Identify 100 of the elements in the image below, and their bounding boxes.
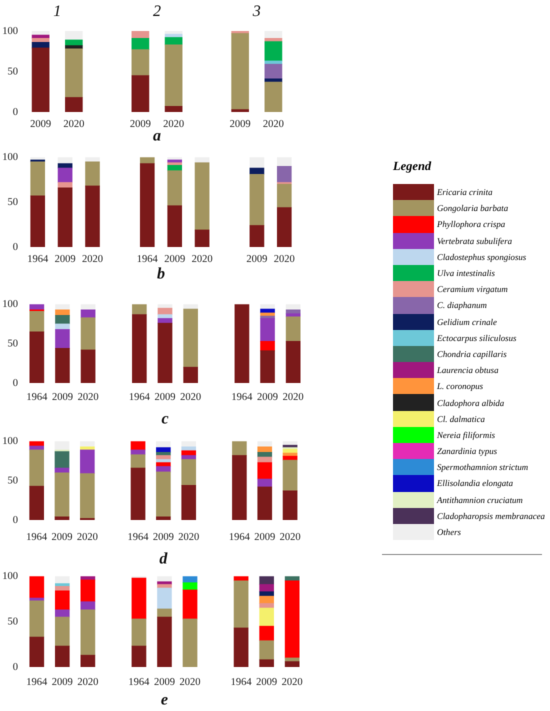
bar — [158, 318, 172, 324]
y-tick-label: 0 — [12, 378, 18, 389]
bar — [183, 308, 198, 368]
legend-label: Cl. dalmatica — [437, 414, 485, 424]
bar — [181, 485, 196, 520]
x-tick-label: 2009 — [154, 392, 176, 404]
y-tick-label: 100 — [2, 26, 18, 37]
x-tick-label: 2020 — [280, 532, 301, 544]
bar — [80, 317, 96, 350]
bar — [80, 450, 95, 474]
legend-label: Vertebrata subulifera — [437, 236, 512, 246]
bar — [85, 186, 100, 247]
bar — [54, 516, 70, 520]
y-tick-label: 50 — [8, 616, 18, 628]
y-tick-label: 50 — [8, 196, 18, 208]
bar — [276, 166, 292, 183]
bar — [32, 48, 50, 112]
bar — [130, 450, 146, 456]
legend-label: Phyllophora crispa — [437, 219, 506, 230]
bar — [167, 170, 182, 206]
x-tick-label: 1964 — [231, 392, 254, 404]
bar — [156, 516, 171, 520]
x-tick-label: 2020 — [180, 677, 201, 688]
y-tick-label: 50 — [8, 475, 18, 486]
bar — [130, 454, 146, 468]
x-tick-label: 1964 — [128, 677, 150, 688]
bar — [231, 33, 249, 110]
bar — [276, 184, 292, 208]
y-tick-label: 100 — [2, 436, 18, 448]
x-tick-label: 2020 — [82, 254, 103, 266]
x-tick-label: 1964 — [228, 532, 251, 544]
bar — [182, 576, 198, 583]
bar — [140, 163, 155, 247]
x-tick-label: 2020 — [63, 119, 84, 130]
bar — [264, 64, 282, 80]
bar — [80, 654, 96, 667]
y-tick-label: 0 — [12, 662, 18, 673]
bar — [164, 106, 182, 112]
x-axis-title: e — [160, 692, 168, 709]
bar — [54, 451, 70, 468]
bar — [54, 441, 70, 450]
bar — [80, 350, 96, 383]
bar — [257, 478, 272, 488]
x-axis-title: a — [153, 128, 161, 145]
bar — [55, 309, 70, 316]
x-tick-label: 2009 — [154, 677, 175, 688]
legend-label: Cladophora albida — [437, 398, 504, 408]
x-tick-label: 1964 — [26, 677, 48, 688]
x-tick-label: 1964 — [26, 392, 48, 404]
bar — [232, 455, 247, 520]
y-tick-label: 100 — [2, 152, 18, 164]
bar — [257, 462, 272, 480]
bar — [80, 601, 96, 610]
bar — [132, 38, 150, 50]
bar — [80, 610, 96, 656]
x-tick-label: 2020 — [282, 677, 303, 688]
bar — [30, 196, 46, 247]
bar — [264, 31, 282, 39]
legend-label: L. coronopus — [437, 381, 484, 392]
x-tick-label: 2020 — [282, 392, 304, 404]
bar — [58, 182, 72, 188]
x-tick-label: 1964 — [128, 392, 151, 404]
bar — [182, 618, 198, 667]
y-tick-label: 0 — [12, 106, 18, 118]
x-tick-label: 1964 — [230, 677, 252, 688]
bar — [132, 31, 150, 39]
bar — [234, 628, 248, 667]
legend-label: Ulva intestinalis — [437, 268, 495, 278]
legend-label: Chondria capillaris — [437, 348, 507, 359]
bar — [132, 314, 147, 383]
bar — [259, 608, 274, 627]
bar — [158, 322, 172, 383]
bar — [250, 225, 264, 247]
bar — [54, 472, 70, 518]
legend-label: Gelidium crinale — [437, 316, 497, 327]
legend-title: Legend — [393, 158, 432, 175]
x-tick-label: 2020 — [274, 254, 295, 266]
bar — [157, 616, 172, 667]
bar — [55, 329, 70, 349]
legend-label: Spermothamnion strictum — [437, 462, 528, 472]
bar — [132, 49, 150, 76]
bar — [156, 472, 171, 518]
bar — [183, 366, 198, 383]
legend-label: Others — [437, 527, 461, 538]
bar — [54, 468, 70, 474]
bar — [264, 82, 282, 112]
bar — [194, 230, 210, 247]
bar — [58, 168, 72, 183]
legend-label: Cladostephus spongiosus — [437, 252, 526, 262]
y-tick-label: 0 — [12, 242, 18, 253]
x-tick-label: 2009 — [246, 254, 268, 266]
bar — [260, 350, 275, 383]
bar — [167, 165, 182, 172]
legend-label: Ellisolandia elongata — [437, 478, 513, 488]
legend-label: Ectocarpus siliculosus — [437, 332, 516, 343]
bar — [29, 576, 44, 598]
x-axis-title: b — [157, 266, 165, 283]
bar — [29, 486, 44, 520]
y-tick-label: 100 — [2, 571, 18, 582]
bar — [181, 459, 196, 486]
